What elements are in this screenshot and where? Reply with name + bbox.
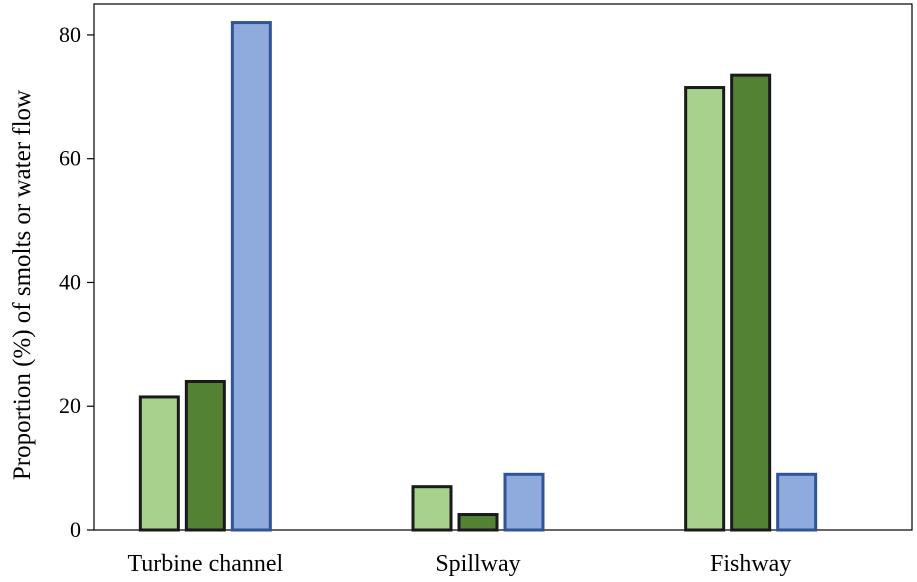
- x-category-label: Spillway: [435, 551, 520, 577]
- bars: [138, 21, 818, 532]
- x-category-label: Fishway: [710, 551, 791, 577]
- plot-area: [93, 3, 913, 531]
- bar-1-turbine-channel: [138, 395, 180, 532]
- y-tick-label: 40: [59, 269, 81, 294]
- y-tick-label: 0: [70, 517, 81, 542]
- bar-3-turbine-channel: [230, 21, 272, 532]
- y-tick-label: 60: [59, 146, 81, 171]
- y-axis-label: Proportion (%) of smolts or water flow: [9, 90, 36, 480]
- bar-2-fishway: [730, 73, 772, 532]
- bar-1-spillway: [411, 485, 453, 532]
- bar-2-turbine-channel: [184, 379, 226, 532]
- bar-2-spillway: [457, 513, 499, 532]
- x-category-label: Turbine channel: [127, 551, 283, 577]
- y-tick-label: 20: [59, 393, 81, 418]
- bar-3-fishway: [776, 472, 818, 532]
- x-axis: Turbine channel Spillway Fishway: [127, 551, 791, 577]
- plot-border: [93, 3, 913, 531]
- y-tick-label: 80: [59, 22, 81, 47]
- bar-1-fishway: [684, 86, 726, 532]
- y-axis: 0 20 40 60 80: [59, 22, 94, 542]
- bar-3-spillway: [503, 472, 545, 532]
